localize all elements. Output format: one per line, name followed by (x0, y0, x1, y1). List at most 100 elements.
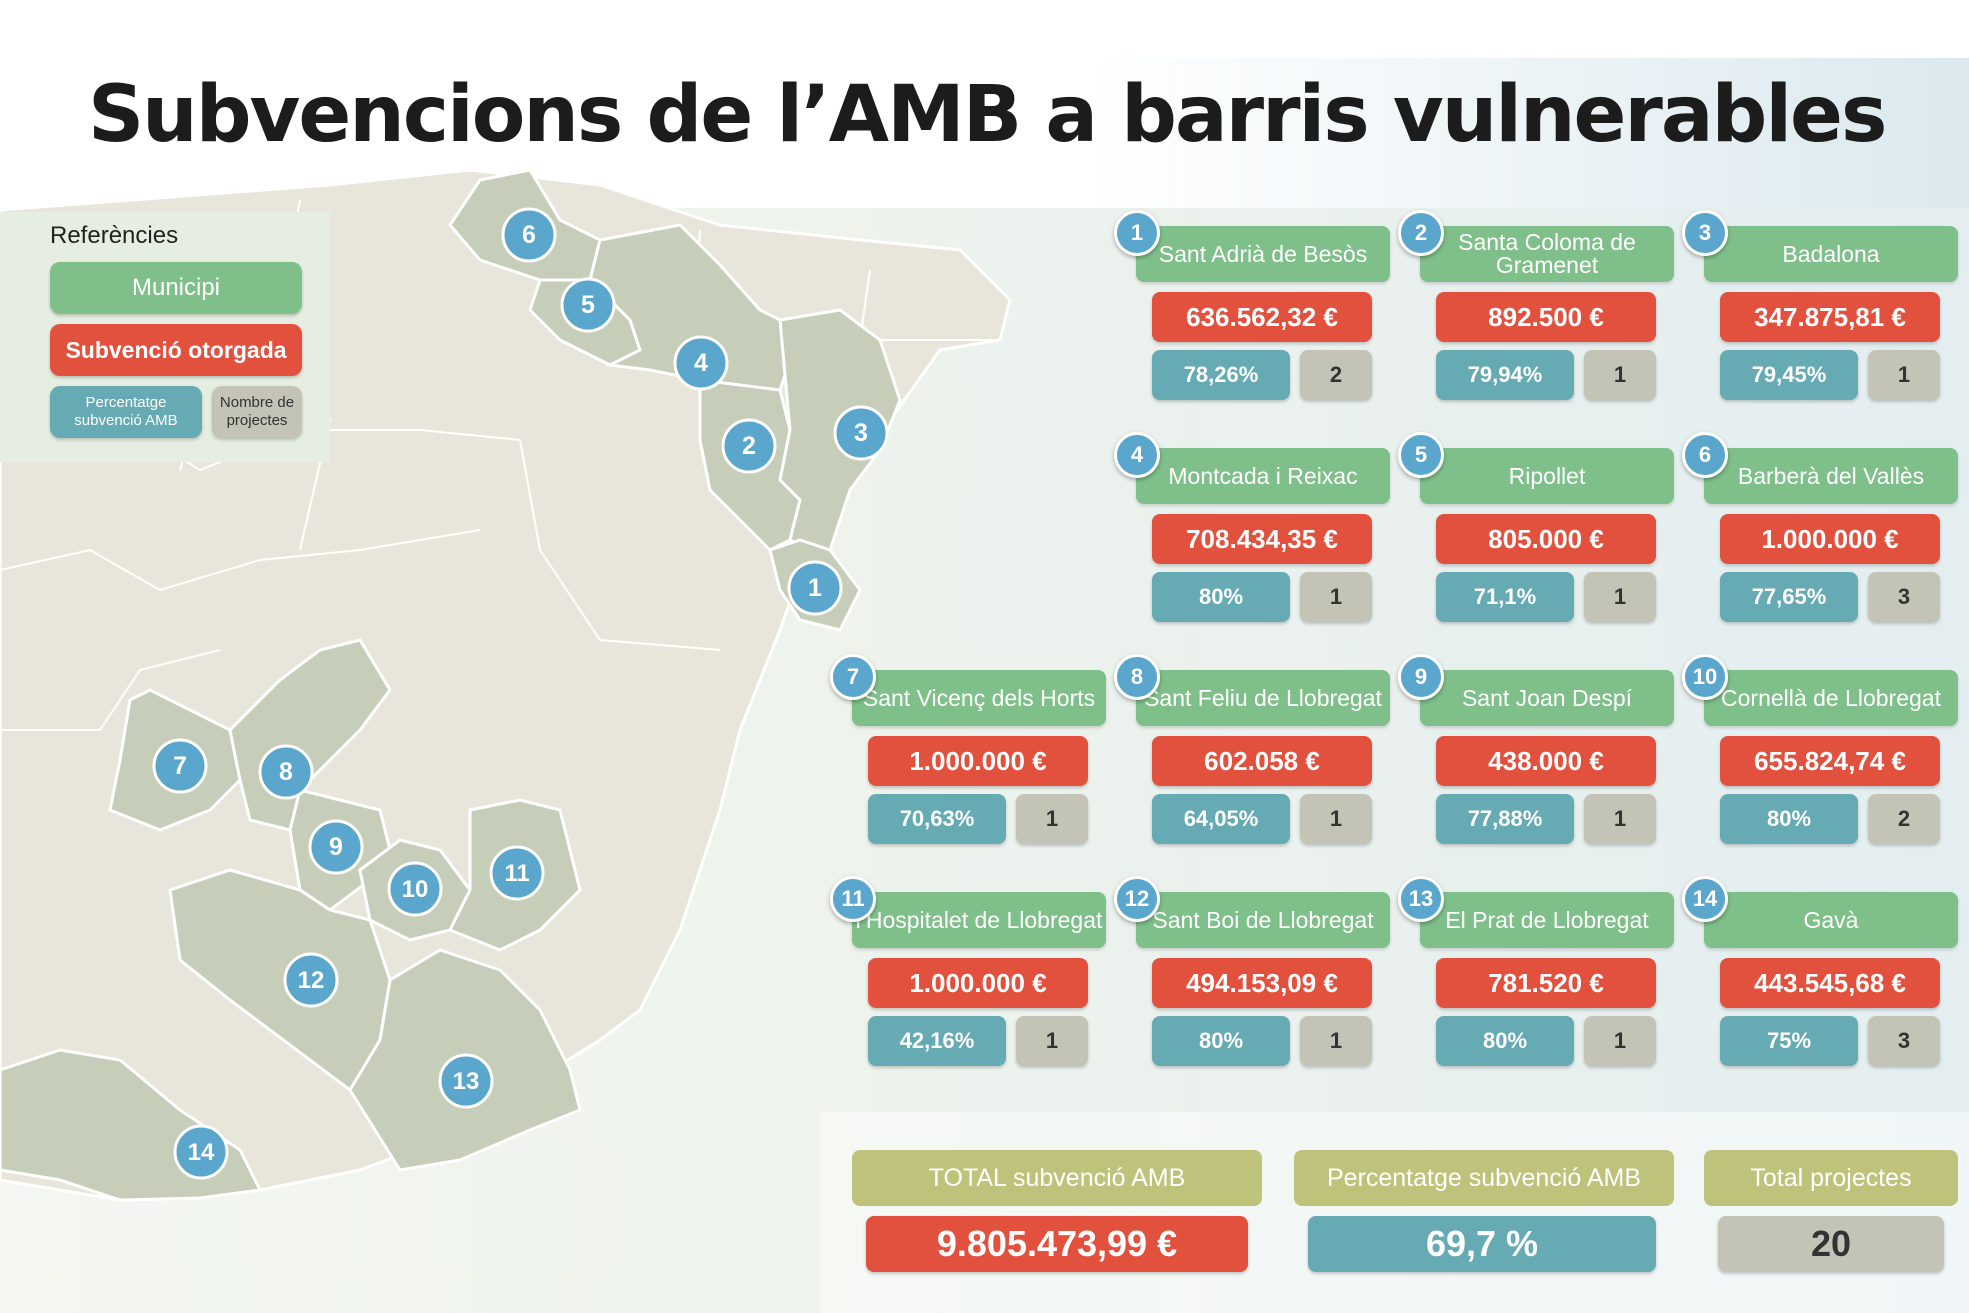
project-count: 1 (1016, 1016, 1088, 1066)
total-projects-label: Total projectes (1704, 1150, 1958, 1206)
municipality-name: Gavà (1704, 892, 1958, 948)
card-municipality: Sant Adrià de Besòs 1 636.562,32 € 78,26… (1114, 210, 1390, 416)
subsidy-amount: 1.000.000 € (868, 958, 1088, 1008)
svg-text:13: 13 (453, 1068, 480, 1095)
subsidy-percentage: 80% (1152, 572, 1290, 622)
project-count: 1 (1584, 350, 1656, 400)
map-marker-2: 2 (721, 418, 777, 474)
card-municipality: Ripollet 5 805.000 € 71,1% 1 (1398, 432, 1674, 638)
legend-municipi: Municipi (50, 262, 302, 314)
municipality-name: Sant Feliu de Llobregat (1136, 670, 1390, 726)
card-municipality: Gavà 14 443.545,68 € 75% 3 (1682, 876, 1958, 1082)
municipality-number: 8 (1114, 654, 1160, 700)
card-municipality: Sant Vicenç dels Horts 7 1.000.000 € 70,… (830, 654, 1106, 860)
project-count: 1 (1016, 794, 1088, 844)
municipality-number: 6 (1682, 432, 1728, 478)
legend-percentatge-line1: Percentatge (85, 394, 167, 411)
svg-text:11: 11 (504, 860, 529, 887)
map-marker-14: 14 (173, 1124, 229, 1180)
municipality-name: Ripollet (1420, 448, 1674, 504)
svg-text:14: 14 (188, 1139, 215, 1166)
project-count: 1 (1300, 572, 1372, 622)
percentage-subsidy-value: 69,7 % (1308, 1216, 1656, 1272)
subsidy-percentage: 80% (1436, 1016, 1574, 1066)
municipality-name: Santa Coloma de Gramenet (1420, 226, 1674, 282)
card-municipality: El Prat de Llobregat 13 781.520 € 80% 1 (1398, 876, 1674, 1082)
subsidy-percentage: 42,16% (868, 1016, 1006, 1066)
map-marker-1: 1 (787, 560, 843, 616)
municipality-number: 9 (1398, 654, 1444, 700)
card-municipality: Barberà del Vallès 6 1.000.000 € 77,65% … (1682, 432, 1958, 638)
project-count: 1 (1584, 794, 1656, 844)
map-marker-10: 10 (387, 861, 443, 917)
map-marker-13: 13 (438, 1053, 494, 1109)
subsidy-percentage: 79,45% (1720, 350, 1858, 400)
svg-text:4: 4 (694, 349, 708, 377)
subsidy-percentage: 75% (1720, 1016, 1858, 1066)
municipality-name: Sant Boi de Llobregat (1136, 892, 1390, 948)
map-marker-3: 3 (833, 405, 889, 461)
municipality-number: 14 (1682, 876, 1728, 922)
municipality-name: Montcada i Reixac (1136, 448, 1390, 504)
subsidy-percentage: 77,65% (1720, 572, 1858, 622)
legend-percentatge-line2: subvenció AMB (74, 412, 178, 429)
svg-text:12: 12 (298, 967, 325, 994)
map-marker-9: 9 (308, 819, 364, 875)
map-marker-12: 12 (283, 952, 339, 1008)
subsidy-amount: 892.500 € (1436, 292, 1656, 342)
svg-text:3: 3 (854, 419, 868, 447)
municipality-name: Sant Vicenç dels Horts (852, 670, 1106, 726)
municipality-number: 5 (1398, 432, 1444, 478)
total-subsidy-value: 9.805.473,99 € (866, 1216, 1248, 1272)
card-municipality: Badalona 3 347.875,81 € 79,45% 1 (1682, 210, 1958, 416)
page-title: Subvencions de l’AMB a barris vulnerable… (88, 70, 1887, 160)
municipality-name: Sant Adrià de Besòs (1136, 226, 1390, 282)
municipality-name: Barberà del Vallès (1704, 448, 1958, 504)
card-municipality: Santa Coloma de Gramenet 2 892.500 € 79,… (1398, 210, 1674, 416)
subsidy-amount: 602.058 € (1152, 736, 1372, 786)
svg-text:1: 1 (808, 574, 822, 602)
subsidy-amount: 708.434,35 € (1152, 514, 1372, 564)
municipality-number: 12 (1114, 876, 1160, 922)
subsidy-percentage: 71,1% (1436, 572, 1574, 622)
municipality-number: 2 (1398, 210, 1444, 256)
map-marker-4: 4 (673, 335, 729, 391)
municipality-name: El Prat de Llobregat (1420, 892, 1674, 948)
municipality-number: 4 (1114, 432, 1160, 478)
legend: Referències Municipi Subvenció otorgada … (0, 212, 330, 462)
card-municipality: Sant Feliu de Llobregat 8 602.058 € 64,0… (1114, 654, 1390, 860)
card-municipality: Cornellà de Llobregat 10 655.824,74 € 80… (1682, 654, 1958, 860)
subsidy-percentage: 80% (1720, 794, 1858, 844)
subsidy-amount: 636.562,32 € (1152, 292, 1372, 342)
subsidy-percentage: 79,94% (1436, 350, 1574, 400)
subsidy-amount: 1.000.000 € (868, 736, 1088, 786)
svg-text:2: 2 (742, 432, 756, 460)
map-marker-8: 8 (258, 744, 314, 800)
subsidy-amount: 494.153,09 € (1152, 958, 1372, 1008)
subsidy-percentage: 80% (1152, 1016, 1290, 1066)
summary-panel (820, 1112, 1969, 1313)
svg-text:8: 8 (279, 758, 293, 786)
subsidy-percentage: 77,88% (1436, 794, 1574, 844)
map-marker-7: 7 (152, 738, 208, 794)
project-count: 1 (1300, 1016, 1372, 1066)
municipality-name: Cornellà de Llobregat (1704, 670, 1958, 726)
project-count: 1 (1300, 794, 1372, 844)
subsidy-percentage: 78,26% (1152, 350, 1290, 400)
subsidy-amount: 438.000 € (1436, 736, 1656, 786)
subsidy-amount: 443.545,68 € (1720, 958, 1940, 1008)
svg-text:6: 6 (522, 221, 536, 249)
subsidy-amount: 1.000.000 € (1720, 514, 1940, 564)
legend-nombre-line2: projectes (226, 412, 288, 429)
legend-title: Referències (50, 222, 179, 249)
card-municipality: Montcada i Reixac 4 708.434,35 € 80% 1 (1114, 432, 1390, 638)
municipality-number: 7 (830, 654, 876, 700)
municipality-number: 10 (1682, 654, 1728, 700)
legend-subvencio: Subvenció otorgada (50, 324, 302, 376)
municipality-number: 13 (1398, 876, 1444, 922)
project-count: 1 (1868, 350, 1940, 400)
svg-text:9: 9 (329, 833, 343, 861)
subsidy-amount: 781.520 € (1436, 958, 1656, 1008)
percentage-subsidy-label: Percentatge subvenció AMB (1294, 1150, 1674, 1206)
municipality-name: l’Hospitalet de Llobregat (852, 892, 1106, 948)
